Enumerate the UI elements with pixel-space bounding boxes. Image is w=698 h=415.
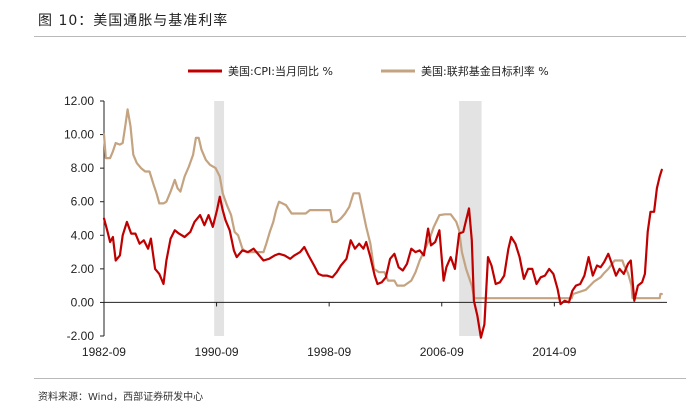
x-tick-label: 1990-09: [195, 345, 239, 359]
y-tick-label: -2.00: [67, 329, 95, 343]
x-tick-label: 1982-09: [82, 345, 126, 359]
series-lines: [102, 108, 663, 339]
y-tick-label: 0.00: [71, 295, 95, 309]
recession-bands: [214, 101, 482, 336]
chart-area: 12.00 10.00 8.00 6.00 4.00 2.00 0.00 -2.00 1982-…: [64, 64, 667, 359]
y-tick-label: 6.00: [71, 195, 95, 209]
footer-divider: [34, 378, 686, 379]
title-divider: [34, 36, 686, 37]
x-tick-label: 1998-09: [307, 345, 351, 359]
series-line-fed-rate: [102, 108, 663, 300]
legend-item-cpi-label: 美国:CPI:当月同比 %: [228, 64, 333, 78]
x-tick-label: 2014-09: [532, 345, 576, 359]
y-tick-label: 4.00: [71, 228, 95, 242]
y-tick-label: 10.00: [64, 128, 94, 142]
figure-title: 图 10：美国通胀与基准利率: [38, 13, 229, 29]
recession-band: [214, 101, 225, 336]
series-line-cpi: [102, 168, 663, 339]
y-tick-label: 2.00: [71, 262, 95, 276]
y-tick-label: 8.00: [71, 161, 95, 175]
legend-item-fed-rate-label: 美国:联邦基金目标利率 %: [421, 64, 549, 78]
source-note: 资料来源：Wind，西部证券研发中心: [38, 392, 204, 403]
x-tick-label: 2006-09: [420, 345, 464, 359]
legend: 美国:CPI:当月同比 % 美国:联邦基金目标利率 %: [188, 64, 549, 78]
axes: 12.00 10.00 8.00 6.00 4.00 2.00 0.00 -2.00 1982-…: [64, 94, 667, 359]
y-tick-label: 12.00: [64, 94, 94, 108]
